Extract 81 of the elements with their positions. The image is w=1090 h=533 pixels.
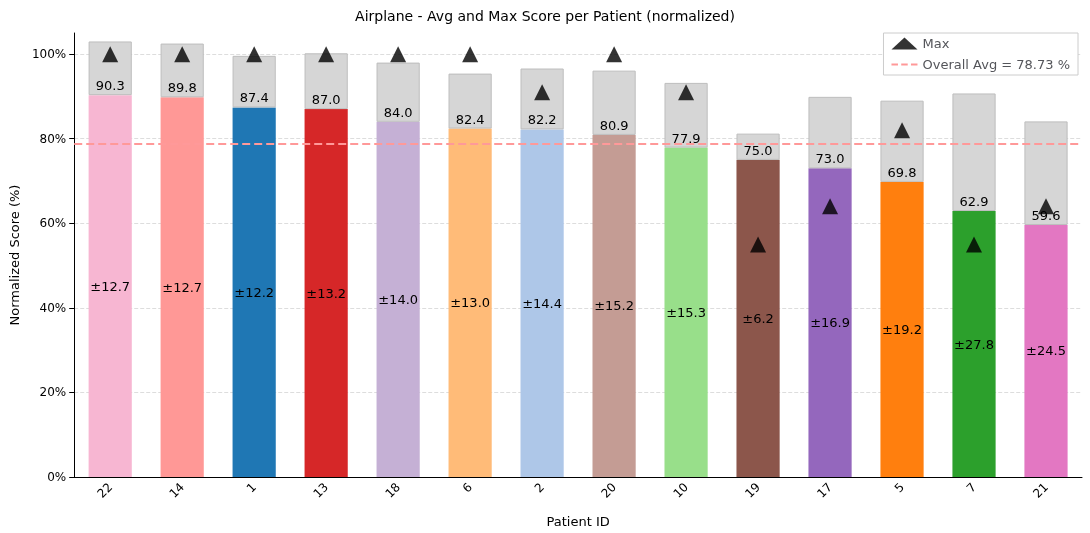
annotation: ±15.3 xyxy=(666,304,706,320)
annotation: ±16.9 xyxy=(810,315,850,331)
bar xyxy=(880,181,924,477)
bar xyxy=(1024,224,1068,477)
annotation: ±15.2 xyxy=(594,298,635,314)
data-label: 84.0 xyxy=(383,104,413,120)
bar xyxy=(664,147,708,477)
x-tick-label: 22 xyxy=(94,480,116,501)
bar xyxy=(448,73,492,129)
bar xyxy=(592,134,636,477)
data-label: 80.9 xyxy=(599,117,629,133)
annotation: ±13.2 xyxy=(306,285,347,301)
data-label: 90.3 xyxy=(95,78,125,94)
x-tick-label: 5 xyxy=(891,480,907,496)
point xyxy=(966,236,983,253)
x-tick-label: 7 xyxy=(963,480,979,496)
point xyxy=(894,122,911,139)
point xyxy=(318,46,335,63)
bar xyxy=(736,159,780,477)
bar xyxy=(88,95,132,477)
point xyxy=(678,84,695,101)
data-label: 87.0 xyxy=(311,92,341,108)
x-tick-label: 6 xyxy=(459,480,476,496)
y-tick-label: 40% xyxy=(39,300,67,315)
x-tick-label: 20 xyxy=(598,480,620,501)
data-label: 73.0 xyxy=(815,151,845,167)
bar xyxy=(376,121,420,477)
point xyxy=(390,46,407,63)
x-axis-title: Patient ID xyxy=(546,514,610,529)
point xyxy=(606,46,623,63)
data-label: 62.9 xyxy=(959,194,989,210)
annotation: ±19.2 xyxy=(882,321,922,337)
bar xyxy=(592,70,636,135)
data-label: 69.8 xyxy=(887,164,917,180)
annotation: ±12.7 xyxy=(90,278,131,294)
x-tick-label: 10 xyxy=(670,480,692,501)
point xyxy=(102,46,119,63)
bar xyxy=(376,62,420,122)
bar xyxy=(520,129,564,477)
y-tick-label: 60% xyxy=(39,216,67,231)
y-tick-label: 80% xyxy=(39,131,67,146)
annotation: ±6.2 xyxy=(742,310,774,326)
point xyxy=(174,46,191,63)
y-tick-label: 20% xyxy=(39,385,67,400)
x-tick-label: 13 xyxy=(310,480,332,501)
point xyxy=(246,46,263,63)
point xyxy=(750,236,767,253)
chart-title: Airplane - Avg and Max Score per Patient (normalized) xyxy=(355,8,735,24)
data-label: 87.4 xyxy=(239,90,269,106)
y-axis-title: Normalized Score (%) xyxy=(7,184,22,326)
bar xyxy=(448,128,492,477)
x-tick-label: 19 xyxy=(742,480,764,501)
annotation: ±27.8 xyxy=(954,336,994,352)
point xyxy=(462,46,479,63)
x-tick-label: 17 xyxy=(814,480,835,501)
point xyxy=(822,198,839,215)
data-label: 82.2 xyxy=(527,112,557,128)
data-label: 77.9 xyxy=(671,130,701,146)
legend-label: Overall Avg = 78.73 % xyxy=(922,57,1071,72)
annotation: ±24.5 xyxy=(1026,343,1066,359)
data-label: 89.8 xyxy=(167,80,197,96)
bar xyxy=(304,109,348,477)
x-tick-label: 1 xyxy=(243,480,260,496)
legend-label: Max xyxy=(922,36,950,51)
bar xyxy=(232,107,276,477)
x-tick-label: 2 xyxy=(531,480,548,496)
y-tick-label: 0% xyxy=(47,470,67,484)
annotation: ±14.0 xyxy=(378,291,419,307)
bar xyxy=(808,168,852,477)
data-label: 82.4 xyxy=(455,111,485,127)
x-tick-label: 14 xyxy=(166,480,188,501)
bar xyxy=(952,211,996,477)
annotation: ±13.0 xyxy=(450,295,491,311)
y-tick-label: 100% xyxy=(31,47,67,62)
data-label: 75.0 xyxy=(743,142,773,158)
bar xyxy=(520,68,564,130)
annotation: ±12.7 xyxy=(162,279,203,295)
x-tick-label: 18 xyxy=(382,480,404,501)
x-tick-label: 21 xyxy=(1030,480,1051,501)
annotation: ±14.4 xyxy=(522,295,563,311)
annotation: ±12.2 xyxy=(234,284,275,300)
